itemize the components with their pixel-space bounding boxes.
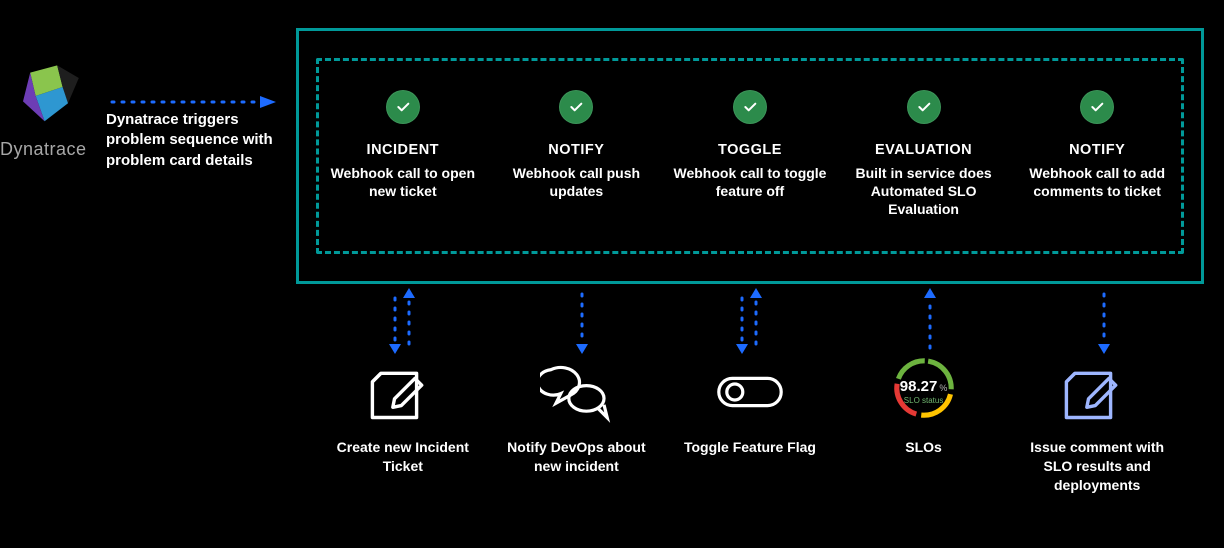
check-icon bbox=[386, 90, 420, 124]
check-icon bbox=[733, 90, 767, 124]
action-notify-devops: Notify DevOps about new incident bbox=[490, 358, 664, 538]
action-caption: Notify DevOps about new incident bbox=[494, 438, 660, 476]
arrow-step-0 bbox=[385, 288, 419, 354]
step-toggle: TOGGLE Webhook call to toggle feature of… bbox=[663, 90, 837, 270]
slo-unit: % bbox=[939, 383, 947, 393]
step-title: NOTIFY bbox=[1016, 142, 1178, 158]
check-icon bbox=[907, 90, 941, 124]
arrow-step-2 bbox=[732, 288, 766, 354]
check-icon bbox=[559, 90, 593, 124]
arrow-step-1 bbox=[565, 288, 599, 354]
step-title: NOTIFY bbox=[496, 142, 658, 158]
step-title: EVALUATION bbox=[843, 142, 1005, 158]
action-create-ticket: Create new Incident Ticket bbox=[316, 358, 490, 538]
step-desc: Webhook call push updates bbox=[496, 164, 658, 200]
edit-note-blue-icon bbox=[1061, 358, 1133, 426]
dynatrace-logo-icon bbox=[14, 60, 86, 132]
toggle-icon bbox=[714, 358, 786, 426]
slo-sublabel: SLO status bbox=[904, 397, 944, 405]
step-desc: Built in service does Automated SLO Eval… bbox=[843, 164, 1005, 219]
action-caption: Issue comment with SLO results and deplo… bbox=[1014, 438, 1180, 495]
action-caption: SLOs bbox=[841, 438, 1007, 457]
step-notify-1: NOTIFY Webhook call push updates bbox=[490, 90, 664, 270]
step-evaluation: EVALUATION Built in service does Automat… bbox=[837, 90, 1011, 270]
action-issue-comment: Issue comment with SLO results and deplo… bbox=[1010, 358, 1184, 538]
dynatrace-block: Dynatrace Dynatrace triggers problem seq… bbox=[0, 60, 280, 160]
step-title: TOGGLE bbox=[669, 142, 831, 158]
trigger-arrow bbox=[110, 95, 276, 109]
action-caption: Toggle Feature Flag bbox=[667, 438, 833, 457]
step-incident: INCIDENT Webhook call to open new ticket bbox=[316, 90, 490, 270]
step-notify-2: NOTIFY Webhook call to add comments to t… bbox=[1010, 90, 1184, 270]
step-desc: Webhook call to add comments to ticket bbox=[1016, 164, 1178, 200]
action-caption: Create new Incident Ticket bbox=[320, 438, 486, 476]
step-desc: Webhook call to open new ticket bbox=[322, 164, 484, 200]
edit-note-icon bbox=[367, 358, 439, 426]
trigger-text: Dynatrace triggers problem sequence with… bbox=[106, 110, 286, 171]
actions-row: Create new Incident Ticket Notify DevOps… bbox=[316, 358, 1184, 538]
step-title: INCIDENT bbox=[322, 142, 484, 158]
arrow-step-4 bbox=[1087, 288, 1121, 354]
check-icon bbox=[1080, 90, 1114, 124]
sequence-steps: INCIDENT Webhook call to open new ticket… bbox=[316, 90, 1184, 270]
step-desc: Webhook call to toggle feature off bbox=[669, 164, 831, 200]
slo-gauge-icon: 98.27% SLO status bbox=[888, 358, 960, 426]
arrow-step-3 bbox=[913, 288, 947, 354]
slo-value: 98.27 bbox=[900, 378, 938, 395]
chat-icon bbox=[540, 358, 612, 426]
action-toggle-flag: Toggle Feature Flag bbox=[663, 358, 837, 538]
action-slo: 98.27% SLO status SLOs bbox=[837, 358, 1011, 538]
